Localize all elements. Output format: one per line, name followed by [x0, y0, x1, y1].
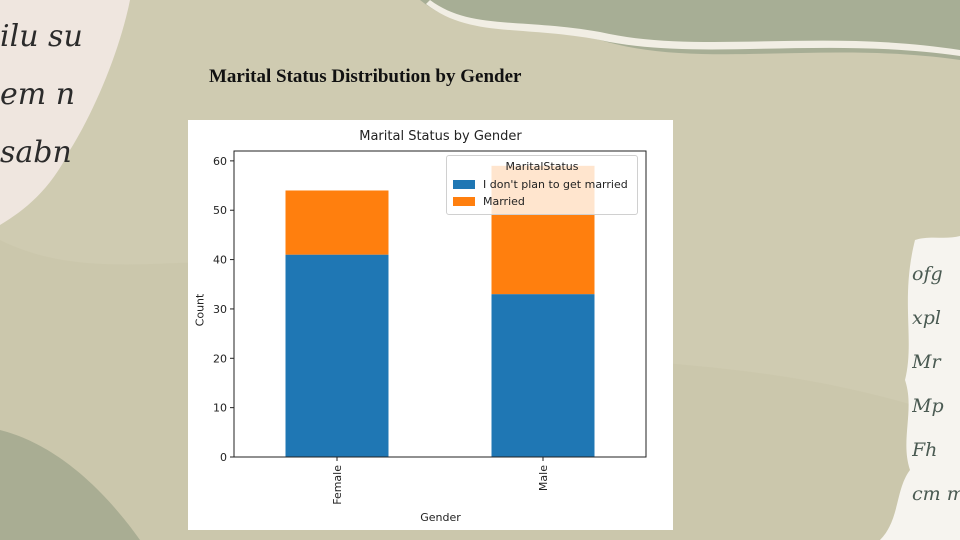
handwriting-right: ofg xpl Mr Mp Fh cm m — [912, 252, 960, 516]
legend-item-married: Married — [453, 193, 631, 210]
handwriting-line: Mp — [912, 395, 944, 417]
handwriting-line: cm m — [912, 483, 960, 505]
handwriting-line: xpl — [912, 307, 941, 329]
handwriting-line: ofg — [912, 263, 943, 285]
y-tick-label: 30 — [213, 303, 227, 316]
y-tick-label: 10 — [213, 402, 227, 415]
plot-frame — [233, 150, 647, 458]
handwriting-line: sabn — [0, 135, 72, 170]
bar-male-blue — [491, 294, 595, 457]
chart-title: Marital Status by Gender — [359, 129, 522, 144]
handwriting-line: em n — [0, 77, 76, 112]
handwriting-top-left: ilu su em n sabn — [0, 8, 83, 182]
handwriting-line: Fh — [912, 439, 938, 461]
y-tick-label: 0 — [220, 451, 227, 464]
legend-swatch-blue — [453, 180, 475, 189]
x-tick-label-male: Male — [537, 465, 550, 491]
legend-swatch-orange — [453, 197, 475, 206]
slide-title: Marital Status Distribution by Gender — [209, 66, 522, 87]
legend-label: Married — [483, 195, 525, 208]
x-axis-label: Gender — [420, 511, 461, 524]
chart-panel: Female Male 0 10 20 30 40 50 60 Marital Status b… — [188, 120, 673, 530]
y-axis-label-text: Count — [193, 293, 207, 327]
legend: MaritalStatus I don't plan to get marrie… — [446, 155, 638, 215]
y-tick-label: 20 — [213, 352, 227, 365]
legend-title: MaritalStatus — [505, 160, 579, 173]
stacked-bar-chart: Female Male 0 10 20 30 40 50 60 — [213, 150, 647, 505]
y-tick-label: 60 — [213, 155, 227, 168]
y-tick-label: 40 — [213, 254, 227, 267]
handwriting-line: Mr — [912, 351, 941, 373]
bar-female-orange — [285, 190, 389, 255]
legend-label: I don't plan to get married — [483, 178, 628, 191]
y-tick-label: 50 — [213, 204, 227, 217]
y-axis-label: Count — [193, 294, 207, 327]
bar-female-blue — [285, 254, 389, 457]
handwriting-line: ilu su — [0, 19, 83, 54]
x-tick-label-female: Female — [331, 465, 344, 505]
legend-item-not-married: I don't plan to get married — [453, 176, 631, 193]
